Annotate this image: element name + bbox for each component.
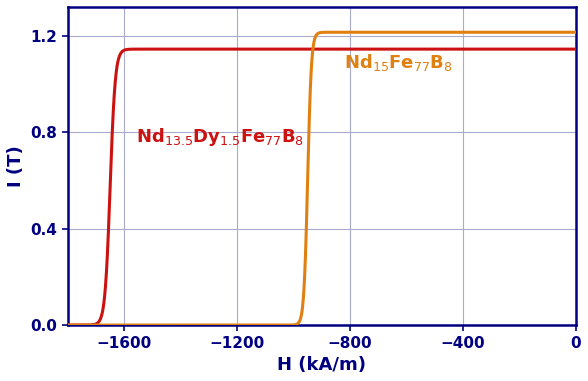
X-axis label: H (kA/m): H (kA/m): [278, 356, 366, 374]
Text: Nd$_{13.5}$Dy$_{1.5}$Fe$_{77}$B$_8$: Nd$_{13.5}$Dy$_{1.5}$Fe$_{77}$B$_8$: [135, 126, 303, 148]
Text: Nd$_{15}$Fe$_{77}$B$_8$: Nd$_{15}$Fe$_{77}$B$_8$: [345, 52, 453, 73]
Y-axis label: I (T): I (T): [7, 145, 25, 187]
